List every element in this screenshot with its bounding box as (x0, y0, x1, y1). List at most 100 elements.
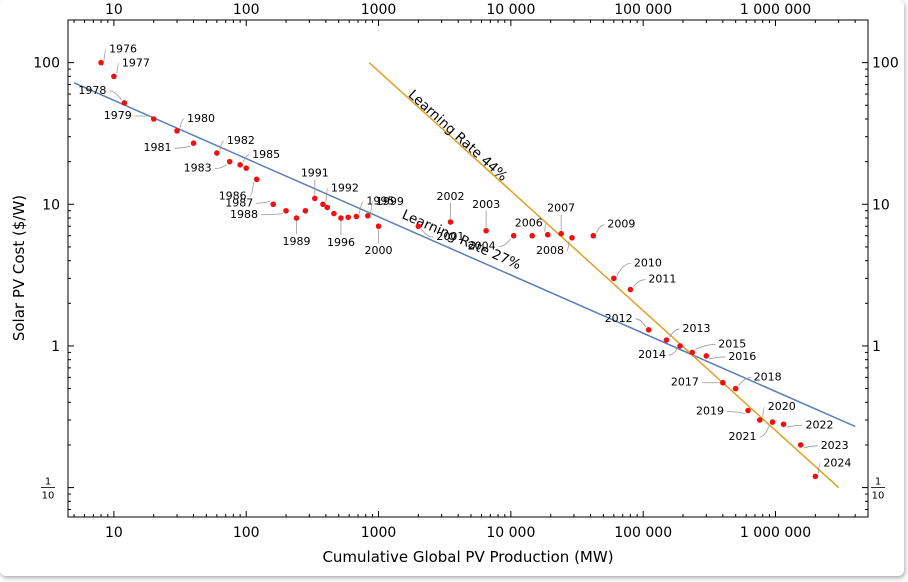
data-point-1981 (190, 140, 197, 146)
trend-lines: Learning Rate 27%Learning Rate 44% (73, 62, 856, 489)
leader-line-1983 (214, 164, 227, 170)
data-point (345, 214, 352, 221)
year-label-2019: 2019 (696, 405, 724, 418)
leader-line-2013 (669, 328, 680, 338)
data-point (302, 207, 309, 214)
year-label-2010: 2010 (634, 256, 662, 269)
year-label-1979: 1979 (104, 109, 132, 122)
leader-line-1988 (261, 213, 284, 216)
data-point-1988 (283, 207, 289, 214)
year-label-2007: 2007 (547, 202, 575, 215)
year-label-2011: 2011 (648, 273, 676, 286)
data-point-1999 (365, 212, 371, 219)
year-label-1991: 1991 (301, 166, 329, 179)
y-tick-label-left: 10 (42, 197, 60, 213)
data-point-1980 (174, 128, 180, 134)
year-label-1981: 1981 (144, 141, 172, 154)
year-label-2013: 2013 (682, 322, 710, 335)
x-tick-label-bottom: 100 (233, 525, 260, 541)
data-point-1991 (312, 195, 318, 202)
year-label-2021: 2021 (729, 430, 757, 443)
axis-ticks: 10 10 100 100 1000 1000 10 000 10 000 100 000 100… (33, 2, 898, 541)
leader-line-2015 (695, 344, 716, 350)
year-label-1999: 1999 (376, 195, 404, 208)
leader-line-1987 (256, 200, 271, 204)
year-label-1980: 1980 (187, 112, 215, 125)
data-point (529, 232, 536, 239)
leader-line-2016 (709, 356, 726, 360)
x-axis-title: Cumulative Global PV Production (MW) (322, 548, 613, 566)
leader-line-1982 (219, 140, 224, 151)
data-point-2003 (483, 227, 489, 234)
x-tick-label-top: 1 000 000 (740, 2, 811, 18)
x-tick-label-bottom: 10 (105, 525, 123, 541)
year-label-2008: 2008 (536, 244, 564, 257)
year-label-2001: 2001 (436, 230, 464, 243)
x-tick-label-bottom: 10 000 (486, 525, 535, 541)
leader-line-2001 (421, 228, 434, 238)
data-point-2013 (663, 337, 670, 343)
data-point-2011 (627, 286, 634, 293)
data-point-1982 (214, 150, 220, 156)
y-tick-label-right: 1 (872, 339, 881, 355)
data-point-1979 (150, 116, 157, 122)
leader-line-2008 (566, 240, 570, 252)
leader-line-2009 (595, 224, 605, 233)
data-point-2015 (689, 349, 696, 356)
year-label-2024: 2024 (823, 456, 851, 469)
data-points (98, 59, 819, 480)
data-point-1995 (353, 213, 360, 220)
y-tick-fraction-left-numerator: 1 (45, 477, 51, 488)
year-label-1988: 1988 (230, 208, 258, 221)
year-label-2002: 2002 (437, 190, 465, 203)
leader-line-2006 (544, 223, 547, 232)
leader-line-2018 (738, 377, 751, 386)
year-label-2012: 2012 (605, 312, 633, 325)
data-point-2004 (510, 232, 517, 239)
y-tick-label-left: 100 (33, 56, 60, 72)
leader-line-1985 (242, 154, 250, 162)
leader-line-2024 (817, 462, 821, 474)
data-point-2001 (415, 223, 422, 230)
data-point-2016 (703, 353, 710, 359)
leader-line-2020 (762, 406, 765, 418)
leader-line-1999 (370, 201, 374, 213)
leader-line-2022 (786, 424, 803, 428)
data-point-1986 (253, 176, 260, 183)
year-label-2004: 2004 (468, 240, 496, 253)
y-tick-fraction-left-denominator: 10 (42, 491, 55, 502)
data-point-1996 (338, 215, 344, 221)
data-point-2021 (769, 419, 776, 425)
y-tick-fraction-right-denominator: 10 (872, 491, 885, 502)
data-point (324, 204, 331, 211)
year-label-2015: 2015 (718, 337, 746, 350)
data-point-2009 (590, 232, 597, 239)
leader-line-2023 (803, 445, 818, 449)
year-label-1995: 1995 (366, 194, 394, 207)
leader-line-2014 (669, 348, 678, 356)
x-tick-label-top: 10 (105, 2, 123, 18)
data-point-2012 (645, 327, 652, 333)
leader-line-1976 (103, 49, 107, 60)
year-label-2017: 2017 (671, 376, 699, 389)
x-tick-label-top: 100 000 (614, 2, 672, 18)
leader-line-1981 (174, 145, 191, 149)
data-point-2018 (732, 385, 739, 392)
data-point-2014 (677, 343, 683, 349)
leader-line-1992 (325, 187, 329, 202)
x-tick-label-bottom: 1000 (361, 525, 397, 541)
trend-line-2 (368, 62, 840, 489)
y-tick-fraction-right-numerator: 1 (875, 477, 881, 488)
trend-line-label-2: Learning Rate 44% (405, 87, 511, 185)
leader-line-2019 (727, 411, 746, 414)
data-point-1987 (270, 201, 277, 208)
data-point-2008 (569, 235, 575, 241)
year-label-2020: 2020 (768, 400, 796, 413)
data-point-2017 (720, 379, 726, 386)
leader-line-2021 (759, 424, 770, 438)
year-label-1978: 1978 (78, 84, 106, 97)
year-label-1976: 1976 (109, 43, 137, 56)
